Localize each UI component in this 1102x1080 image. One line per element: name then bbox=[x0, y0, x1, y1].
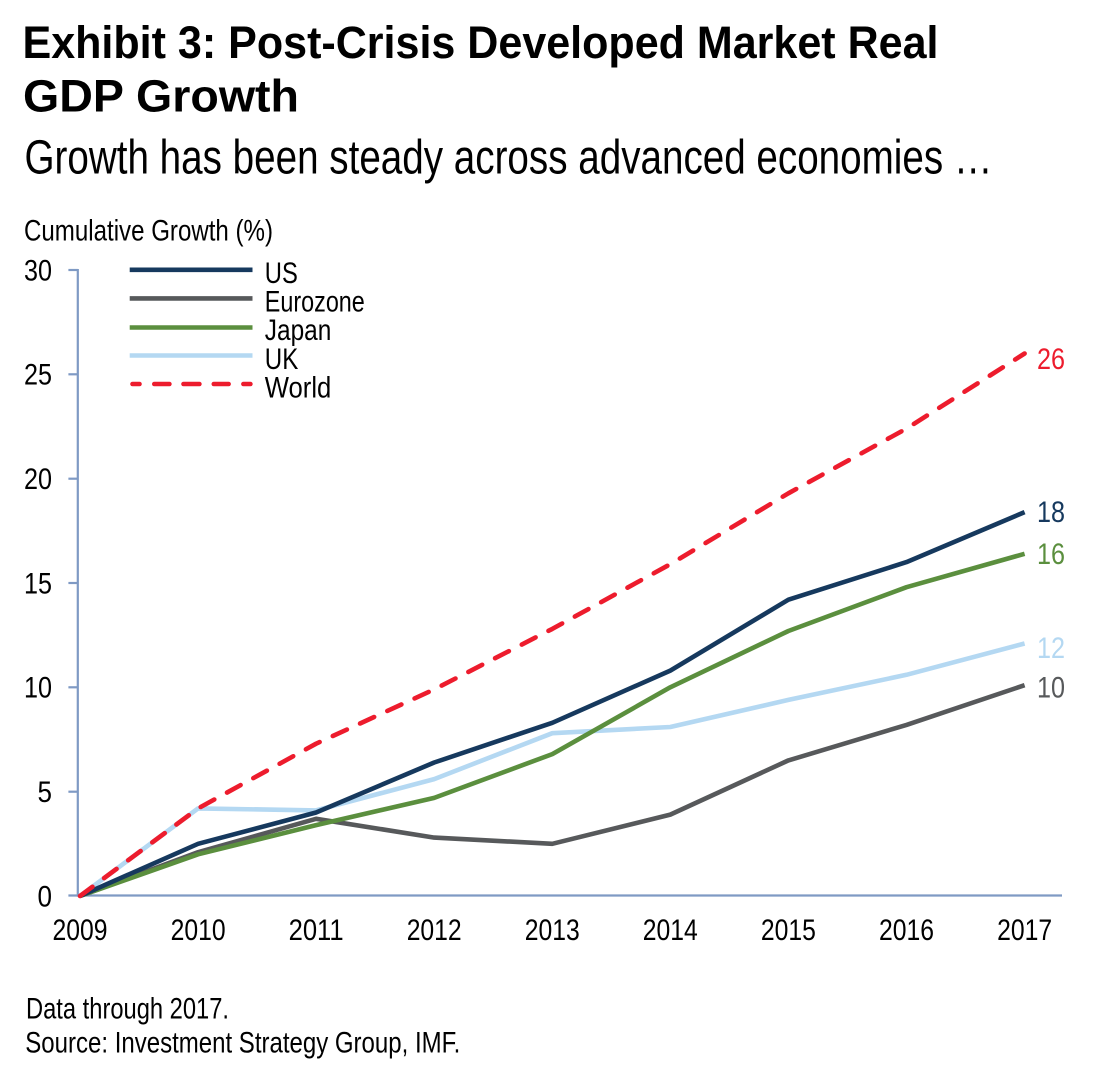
svg-text:5: 5 bbox=[38, 776, 53, 809]
svg-text:2014: 2014 bbox=[643, 914, 698, 947]
svg-text:2013: 2013 bbox=[525, 914, 580, 947]
svg-text:Japan: Japan bbox=[265, 314, 332, 347]
svg-text:2011: 2011 bbox=[289, 914, 344, 947]
svg-text:Cumulative Growth (%): Cumulative Growth (%) bbox=[24, 215, 273, 248]
svg-text:0: 0 bbox=[38, 880, 53, 913]
svg-text:26: 26 bbox=[1037, 343, 1065, 376]
svg-text:20: 20 bbox=[24, 463, 52, 496]
svg-text:Data through 2017.: Data through 2017. bbox=[26, 993, 229, 1026]
svg-text:UK: UK bbox=[265, 343, 299, 376]
svg-text:15: 15 bbox=[24, 567, 52, 600]
svg-text:2012: 2012 bbox=[407, 914, 462, 947]
svg-text:Eurozone: Eurozone bbox=[265, 286, 365, 319]
svg-text:Source: Investment Strategy Gr: Source: Investment Strategy Group, IMF. bbox=[25, 1027, 460, 1060]
svg-text:18: 18 bbox=[1037, 496, 1065, 529]
svg-text:2010: 2010 bbox=[171, 914, 226, 947]
svg-text:25: 25 bbox=[24, 359, 52, 392]
svg-text:2016: 2016 bbox=[879, 914, 934, 947]
svg-text:2017: 2017 bbox=[997, 914, 1052, 947]
svg-text:World: World bbox=[265, 371, 332, 404]
svg-text:16: 16 bbox=[1037, 538, 1065, 571]
svg-text:12: 12 bbox=[1037, 632, 1065, 665]
svg-text:2009: 2009 bbox=[53, 914, 108, 947]
svg-text:10: 10 bbox=[1037, 672, 1065, 705]
svg-text:2015: 2015 bbox=[761, 914, 816, 947]
svg-text:Exhibit 3: Post-Crisis Develop: Exhibit 3: Post-Crisis Developed Market … bbox=[23, 17, 939, 68]
svg-text:GDP Growth: GDP Growth bbox=[23, 71, 299, 122]
svg-text:US: US bbox=[265, 257, 298, 290]
svg-text:10: 10 bbox=[24, 672, 52, 705]
svg-text:Growth has been steady across: Growth has been steady across advanced e… bbox=[25, 132, 993, 185]
svg-text:30: 30 bbox=[24, 254, 52, 287]
